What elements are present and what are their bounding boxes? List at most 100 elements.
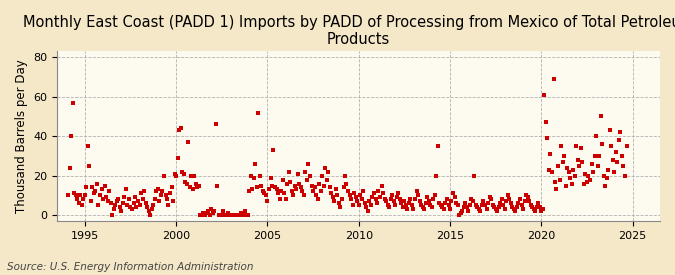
Point <box>580 172 591 176</box>
Point <box>290 183 300 188</box>
Point <box>502 193 513 197</box>
Point <box>576 146 587 150</box>
Point <box>358 189 369 194</box>
Point <box>597 142 608 146</box>
Point <box>182 181 192 186</box>
Point <box>107 213 117 217</box>
Point <box>190 181 201 186</box>
Point <box>70 193 81 197</box>
Point <box>247 187 258 192</box>
Point <box>136 191 146 196</box>
Point <box>373 189 384 194</box>
Point <box>603 167 614 172</box>
Point <box>367 195 378 200</box>
Point <box>326 191 337 196</box>
Point <box>591 134 601 138</box>
Point <box>298 193 309 197</box>
Point <box>568 167 578 172</box>
Point <box>196 213 207 217</box>
Point <box>192 185 203 190</box>
Point <box>239 209 250 213</box>
Point <box>256 183 267 188</box>
Point <box>202 209 213 213</box>
Point <box>484 195 495 200</box>
Point <box>292 172 303 176</box>
Point <box>594 154 605 158</box>
Point <box>108 207 119 211</box>
Point <box>78 197 88 202</box>
Point <box>211 122 221 127</box>
Point <box>81 185 92 190</box>
Point <box>304 174 315 178</box>
Point <box>134 203 145 207</box>
Point <box>417 205 428 210</box>
Point <box>281 181 292 186</box>
Point <box>554 177 565 182</box>
Point <box>198 211 209 215</box>
Point <box>592 164 603 168</box>
Point <box>280 197 291 202</box>
Point <box>508 207 519 211</box>
Point <box>402 207 413 211</box>
Title: Monthly East Coast (PADD 1) Imports by PADD of Processing from Mexico of Total P: Monthly East Coast (PADD 1) Imports by P… <box>23 15 675 47</box>
Point <box>423 199 434 204</box>
Point <box>133 199 144 204</box>
Point <box>381 199 392 204</box>
Point <box>173 128 184 133</box>
Point <box>467 199 478 204</box>
Point <box>440 201 451 205</box>
Point <box>536 209 547 213</box>
Point <box>490 207 501 211</box>
Point <box>67 100 78 105</box>
Point <box>188 187 198 192</box>
Point <box>317 174 327 178</box>
Point <box>506 201 516 205</box>
Point <box>268 148 279 152</box>
Point <box>434 201 445 205</box>
Point <box>327 195 338 200</box>
Point <box>302 177 313 182</box>
Point <box>140 201 151 205</box>
Point <box>245 174 256 178</box>
Point <box>455 211 466 215</box>
Point <box>227 213 238 217</box>
Point <box>522 195 533 200</box>
Point <box>206 207 217 211</box>
Point <box>464 203 475 207</box>
Point <box>64 166 75 170</box>
Point <box>308 189 319 194</box>
Point <box>186 174 196 178</box>
Point <box>285 179 296 184</box>
Point <box>288 193 299 197</box>
Point <box>232 213 242 217</box>
Point <box>595 114 606 119</box>
Point <box>125 205 136 210</box>
Point <box>437 205 448 210</box>
Point <box>483 201 493 205</box>
Point <box>165 191 176 196</box>
Point <box>204 213 215 217</box>
Point <box>448 191 458 196</box>
Point <box>318 183 329 188</box>
Point <box>551 187 562 192</box>
Point <box>207 211 218 215</box>
Point <box>516 203 527 207</box>
Point <box>478 199 489 204</box>
Point <box>394 197 405 202</box>
Point <box>169 172 180 176</box>
Point <box>510 209 521 213</box>
Point <box>462 205 472 210</box>
Point <box>587 169 598 174</box>
Point <box>470 203 481 207</box>
Point <box>126 207 137 211</box>
Point <box>113 197 124 202</box>
Point <box>154 199 165 204</box>
Point <box>143 209 154 213</box>
Point <box>512 205 522 210</box>
Point <box>410 197 421 202</box>
Point <box>347 203 358 207</box>
Point <box>189 174 200 178</box>
Point <box>495 201 506 205</box>
Point <box>160 193 171 197</box>
Point <box>306 183 317 188</box>
